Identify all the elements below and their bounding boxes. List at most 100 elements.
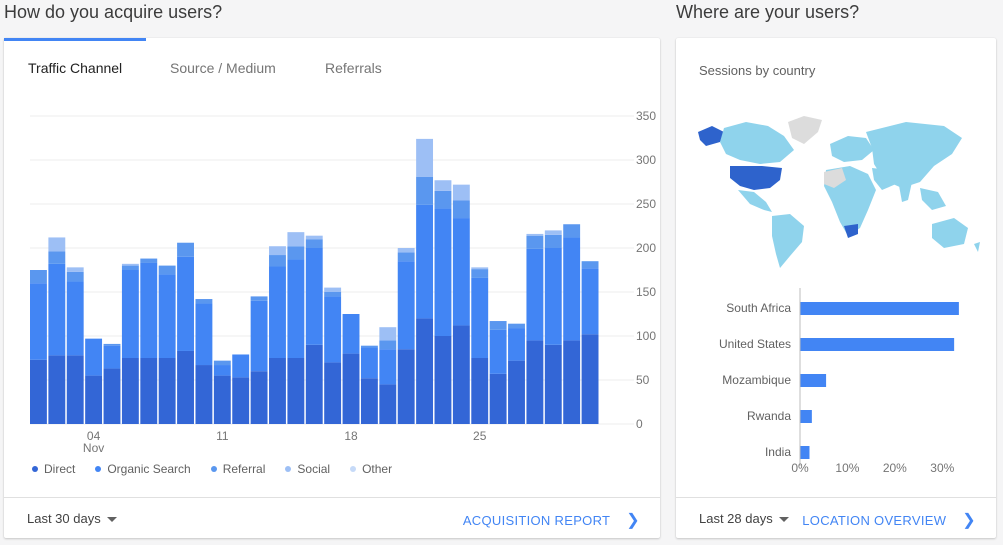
bar-segment-organic-search[interactable] (305, 248, 323, 345)
bar-segment-organic-search[interactable] (342, 314, 360, 354)
map-united-states[interactable] (730, 166, 782, 190)
bar-segment-referral[interactable] (269, 255, 286, 267)
bar-segment-social[interactable] (379, 327, 397, 341)
bar-segment-referral[interactable] (360, 345, 378, 348)
bar-segment-direct[interactable] (213, 375, 231, 424)
bar-segment-social[interactable] (526, 233, 544, 236)
tab-traffic-channel[interactable]: Traffic Channel (28, 60, 123, 76)
country-bar[interactable] (800, 374, 827, 387)
map-australia[interactable] (932, 218, 968, 248)
bar-segment-organic-search[interactable] (581, 268, 599, 335)
bar-segment-organic-search[interactable] (434, 208, 452, 336)
country-bar[interactable] (800, 410, 812, 423)
country-bar[interactable] (800, 446, 810, 459)
bar-segment-direct[interactable] (30, 359, 47, 424)
bar-segment-organic-search[interactable] (269, 266, 286, 358)
bar-segment-referral[interactable] (121, 265, 139, 270)
bar-segment-direct[interactable] (379, 384, 397, 424)
bar-segment-referral[interactable] (434, 190, 452, 209)
bar-segment-referral[interactable] (48, 251, 66, 264)
bar-segment-direct[interactable] (158, 358, 176, 424)
legend-item-referral[interactable]: Referral (210, 462, 265, 476)
bar-segment-organic-search[interactable] (121, 270, 139, 358)
bar-segment-organic-search[interactable] (416, 204, 434, 319)
bar-segment-social[interactable] (471, 267, 489, 270)
bar-segment-social[interactable] (269, 246, 286, 256)
bar-segment-social[interactable] (66, 267, 84, 272)
bar-segment-direct[interactable] (66, 355, 84, 424)
bar-segment-referral[interactable] (544, 234, 562, 248)
bar-segment-direct[interactable] (232, 377, 250, 424)
bar-segment-referral[interactable] (581, 261, 599, 269)
bar-segment-direct[interactable] (434, 336, 452, 424)
bar-segment-direct[interactable] (471, 358, 489, 424)
bar-segment-direct[interactable] (140, 358, 158, 424)
acquisition-period-dropdown[interactable]: Last 30 days (27, 511, 117, 526)
bar-segment-referral[interactable] (416, 176, 434, 205)
bar-segment-organic-search[interactable] (287, 259, 305, 358)
bar-segment-direct[interactable] (324, 362, 342, 424)
map-alaska[interactable] (698, 126, 724, 146)
bar-segment-organic-search[interactable] (397, 261, 415, 350)
bar-segment-referral[interactable] (30, 270, 47, 284)
bar-segment-referral[interactable] (452, 200, 470, 219)
bar-segment-direct[interactable] (544, 344, 562, 424)
bar-segment-organic-search[interactable] (250, 300, 268, 372)
map-south-africa[interactable] (844, 224, 858, 238)
legend-item-direct[interactable]: Direct (32, 462, 75, 476)
bar-segment-referral[interactable] (489, 321, 507, 330)
bar-segment-referral[interactable] (140, 258, 158, 263)
bar-segment-organic-search[interactable] (508, 328, 525, 361)
bar-segment-direct[interactable] (103, 368, 121, 424)
bar-segment-referral[interactable] (563, 224, 581, 238)
bar-segment-referral[interactable] (287, 246, 305, 260)
bar-segment-direct[interactable] (48, 355, 66, 424)
map-greenland[interactable] (788, 116, 822, 144)
bar-segment-direct[interactable] (526, 340, 544, 424)
bar-segment-organic-search[interactable] (177, 256, 194, 351)
map-southeast-asia[interactable] (920, 188, 946, 210)
bar-segment-referral[interactable] (471, 269, 489, 278)
bar-segment-referral[interactable] (379, 340, 397, 350)
map-north-africa[interactable] (824, 168, 846, 188)
bar-segment-direct[interactable] (121, 358, 139, 424)
bar-segment-social[interactable] (305, 235, 323, 240)
bar-segment-social[interactable] (48, 237, 66, 252)
bar-segment-organic-search[interactable] (489, 329, 507, 374)
bar-segment-organic-search[interactable] (526, 248, 544, 341)
country-bar[interactable] (800, 302, 959, 315)
bar-segment-direct[interactable] (581, 334, 599, 424)
bar-segment-organic-search[interactable] (563, 237, 581, 341)
bar-segment-referral[interactable] (324, 292, 342, 297)
bar-segment-social[interactable] (397, 248, 415, 253)
bar-segment-direct[interactable] (489, 373, 507, 424)
map-new-zealand[interactable] (974, 242, 980, 252)
bar-segment-referral[interactable] (103, 343, 121, 346)
bar-segment-referral[interactable] (508, 323, 525, 329)
bar-segment-organic-search[interactable] (232, 354, 250, 378)
bar-segment-organic-search[interactable] (48, 263, 66, 356)
bar-segment-organic-search[interactable] (360, 347, 378, 379)
bar-segment-referral[interactable] (526, 235, 544, 249)
bar-segment-referral[interactable] (250, 296, 268, 301)
bar-segment-direct[interactable] (305, 344, 323, 424)
bar-segment-direct[interactable] (177, 350, 194, 424)
bar-segment-organic-search[interactable] (103, 345, 121, 369)
bar-segment-organic-search[interactable] (213, 365, 231, 376)
map-mexico[interactable] (738, 190, 772, 212)
bar-segment-social[interactable] (452, 184, 470, 201)
bar-segment-referral[interactable] (177, 242, 194, 257)
tab-source-medium[interactable]: Source / Medium (170, 60, 276, 76)
bar-segment-direct[interactable] (195, 365, 213, 424)
map-canada[interactable] (720, 122, 794, 164)
bar-segment-direct[interactable] (416, 318, 434, 424)
bar-segment-organic-search[interactable] (85, 338, 103, 376)
bar-segment-direct[interactable] (360, 378, 378, 424)
location-period-dropdown[interactable]: Last 28 days (699, 511, 789, 526)
bar-segment-referral[interactable] (158, 265, 176, 275)
bar-segment-direct[interactable] (397, 349, 415, 424)
bar-segment-direct[interactable] (342, 353, 360, 424)
bar-segment-organic-search[interactable] (30, 283, 47, 360)
world-map[interactable] (676, 110, 996, 270)
legend-item-other[interactable]: Other (350, 462, 392, 476)
